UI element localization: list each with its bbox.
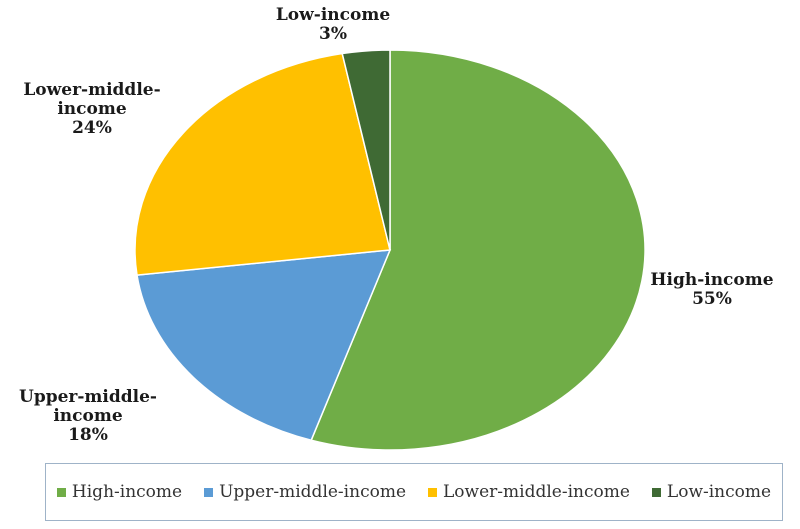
legend-swatch-high-income <box>56 487 66 497</box>
legend-label-lower-middle-income: Lower-middle-income <box>443 482 630 502</box>
legend-swatch-low-income <box>651 487 661 497</box>
pie-slice-lower-middle-income <box>134 52 391 276</box>
data-label-low-income: Low-income 3% <box>276 5 390 44</box>
legend-item-upper-middle-income: Upper-middle-income <box>204 482 406 502</box>
legend-swatch-upper-middle-income <box>204 487 214 497</box>
legend-label-upper-middle-income: Upper-middle-income <box>219 482 407 502</box>
data-label-high-income: High-income 55% <box>650 270 773 309</box>
legend-label-high-income: High-income <box>71 482 183 502</box>
data-label-lower-middle-income: Lower-middle-income 24% <box>23 80 160 138</box>
pie-chart-plot: High-income 55% Upper-middle-income 18% Lowe… <box>19 5 774 451</box>
legend-item-high-income: High-income <box>56 482 183 502</box>
legend-item-low-income: Low-income <box>651 482 772 502</box>
pie-slice-low-income <box>341 49 391 251</box>
legend-item-lower-middle-income: Lower-middle-income <box>428 482 630 502</box>
legend-label-low-income: Low-income <box>666 482 772 502</box>
chart-legend: High-income Upper-middle-income Lower-mi… <box>45 463 783 521</box>
data-label-upper-middle-income: Upper-middle-income 18% <box>19 387 157 445</box>
pie-slice-upper-middle-income <box>136 249 392 442</box>
legend-swatch-lower-middle-income <box>428 487 438 497</box>
pie-slice-high-income <box>310 49 646 451</box>
